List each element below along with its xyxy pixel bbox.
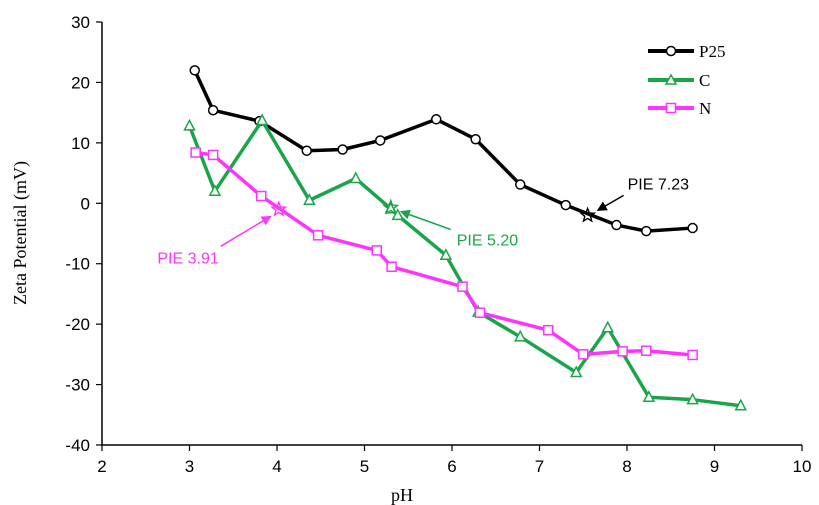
y-tick-label: -30 bbox=[65, 376, 90, 395]
data-point-p25 bbox=[611, 219, 622, 231]
data-point-p25 bbox=[207, 104, 219, 116]
y-tick-label: 0 bbox=[81, 194, 90, 213]
pie-label-p25: PIE 7.23 bbox=[628, 176, 689, 193]
data-point-n bbox=[641, 345, 652, 356]
x-tick-label: 6 bbox=[447, 457, 456, 476]
y-tick-label: 30 bbox=[71, 13, 90, 32]
y-tick-label: -10 bbox=[65, 255, 90, 274]
data-point-p25 bbox=[431, 114, 442, 125]
legend-entry-c: C bbox=[648, 71, 710, 90]
data-point-p25 bbox=[470, 133, 481, 145]
data-point-c bbox=[686, 392, 699, 405]
x-tick-label: 8 bbox=[622, 457, 631, 476]
pie-arrow-c bbox=[399, 209, 452, 231]
pie-star-c bbox=[382, 198, 400, 215]
data-point-c bbox=[514, 329, 527, 342]
pie-arrow-n bbox=[220, 215, 272, 247]
data-point-p25 bbox=[301, 145, 312, 156]
y-tick-label: 10 bbox=[71, 134, 90, 153]
pie-star-n bbox=[270, 200, 288, 217]
data-point-n bbox=[312, 230, 324, 241]
data-point-n bbox=[386, 261, 397, 272]
data-point-p25 bbox=[189, 65, 200, 76]
data-point-c bbox=[601, 320, 614, 333]
x-tick-label: 3 bbox=[185, 457, 194, 476]
x-ticks: 2 3 4 5 6 7 8 9 10 bbox=[97, 445, 811, 476]
data-point-n bbox=[578, 349, 589, 360]
pie-label-n: PIE 3.91 bbox=[157, 250, 218, 267]
y-tick-label: -20 bbox=[65, 315, 90, 334]
legend-marker-p25 bbox=[665, 45, 677, 57]
data-point-p25 bbox=[515, 179, 526, 190]
data-point-n bbox=[543, 324, 554, 336]
series-c bbox=[183, 113, 747, 411]
data-point-c bbox=[183, 118, 196, 131]
series-line-c bbox=[187, 118, 741, 408]
x-tick-label: 9 bbox=[710, 457, 719, 476]
data-point-p25 bbox=[560, 199, 571, 211]
y-tick-label: 20 bbox=[71, 73, 90, 92]
series-layer bbox=[183, 65, 747, 411]
data-point-p25 bbox=[375, 135, 386, 146]
data-point-c bbox=[734, 398, 747, 411]
data-point-n bbox=[457, 281, 468, 292]
y-tick-label: -40 bbox=[65, 436, 90, 455]
series-line-p25 bbox=[193, 69, 693, 233]
data-point-c bbox=[439, 248, 453, 261]
data-point-c bbox=[642, 390, 656, 403]
legend-entry-n: N bbox=[648, 99, 711, 118]
x-tick-label: 7 bbox=[535, 457, 544, 476]
y-axis-title: Zeta Potential (mV) bbox=[10, 161, 31, 305]
series-n bbox=[190, 147, 698, 361]
data-point-n bbox=[617, 346, 628, 357]
data-point-c bbox=[255, 113, 269, 126]
data-point-c bbox=[570, 365, 583, 378]
legend-marker-c bbox=[664, 73, 678, 85]
x-tick-label: 2 bbox=[97, 457, 106, 476]
data-point-n bbox=[371, 245, 382, 256]
x-axis-title: pH bbox=[391, 485, 413, 505]
x-tick-label: 4 bbox=[272, 457, 281, 476]
legend-marker-n bbox=[665, 102, 677, 114]
data-point-p25 bbox=[337, 144, 348, 155]
data-point-n bbox=[190, 147, 201, 158]
pie-label-c: PIE 5.20 bbox=[457, 233, 518, 250]
data-point-n bbox=[207, 149, 219, 161]
data-point-n bbox=[687, 349, 698, 361]
legend: P25 C N bbox=[648, 42, 725, 118]
x-tick-label: 5 bbox=[360, 457, 369, 476]
data-point-p25 bbox=[641, 225, 652, 237]
pie-arrow-p25 bbox=[596, 194, 624, 212]
annotation-layer: PIE 7.23 PIE 5.20 PIE 3.91 bbox=[157, 176, 689, 267]
data-point-p25 bbox=[687, 222, 698, 234]
legend-label-c: C bbox=[699, 71, 710, 90]
legend-label-p25: P25 bbox=[699, 42, 725, 61]
axes bbox=[101, 22, 802, 446]
data-point-c bbox=[303, 193, 316, 206]
data-point-n bbox=[474, 307, 486, 318]
series-p25 bbox=[189, 65, 698, 237]
x-tick-label: 10 bbox=[793, 457, 812, 476]
data-point-c bbox=[208, 184, 222, 196]
y-ticks: 30 20 10 0 -10 -20 -30 -40 bbox=[65, 13, 102, 455]
legend-label-n: N bbox=[699, 99, 711, 118]
data-point-c bbox=[349, 171, 362, 184]
data-point-n bbox=[256, 190, 267, 202]
legend-entry-p25: P25 bbox=[648, 42, 725, 61]
pie-star-p25 bbox=[579, 206, 597, 223]
